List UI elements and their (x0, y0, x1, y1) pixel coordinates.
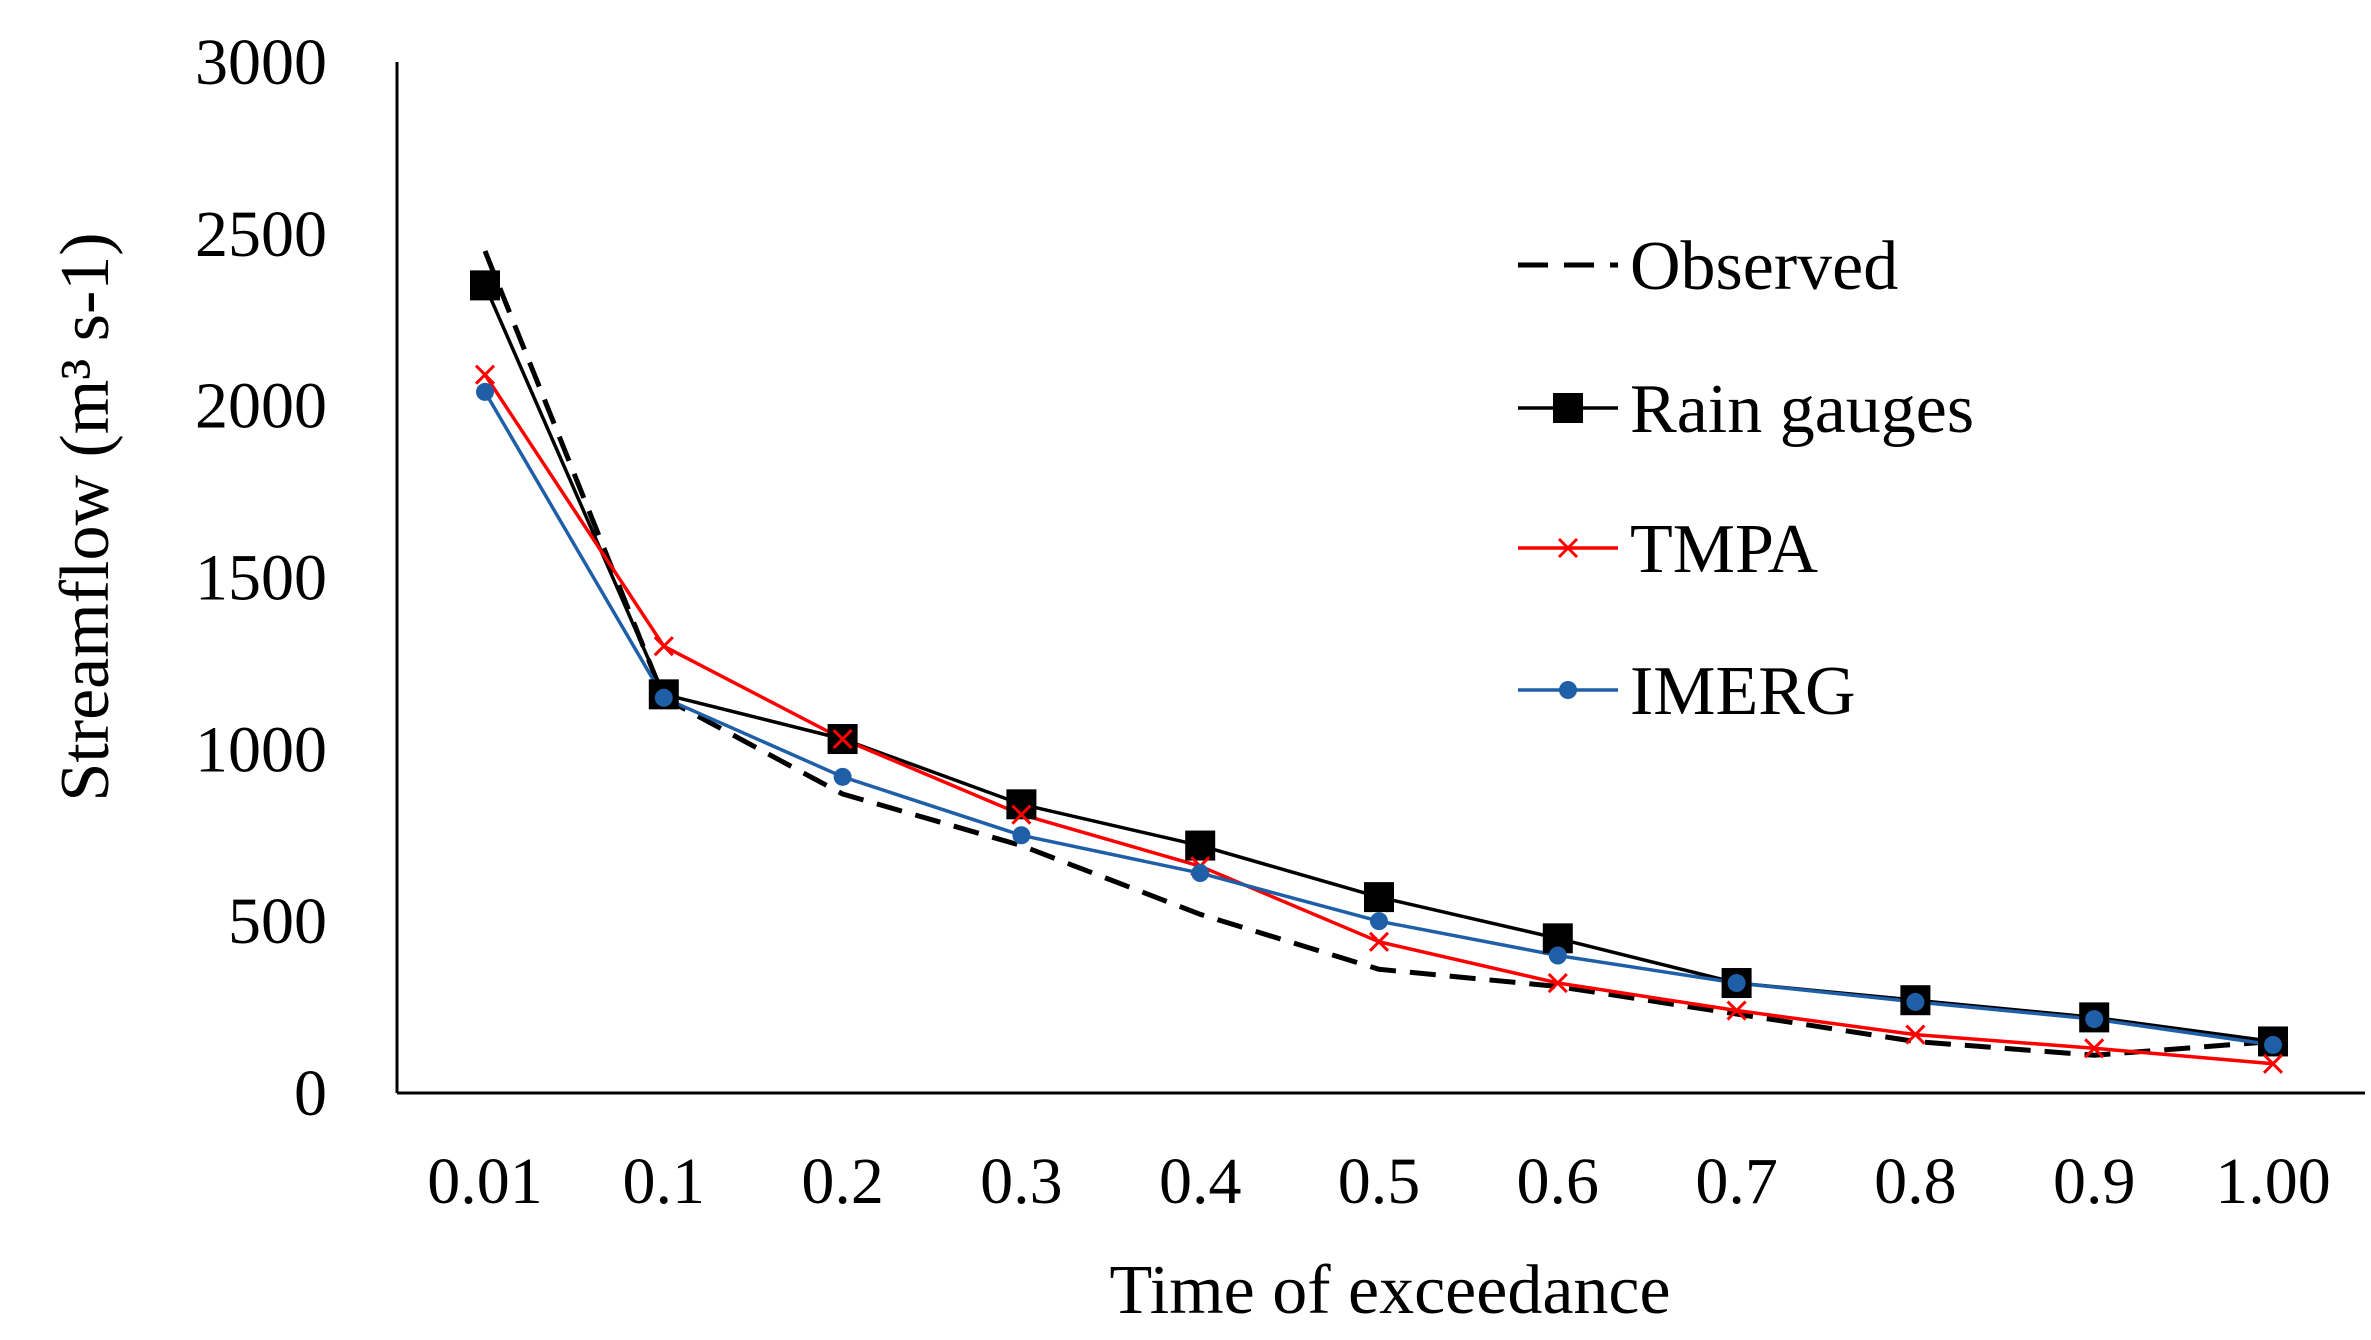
circle-marker (1370, 912, 1388, 931)
legend-label: IMERG (1630, 653, 1856, 730)
y-tick-label: 0 (294, 1057, 327, 1130)
y-tick-label: 500 (228, 885, 327, 958)
circle-marker (833, 767, 852, 786)
x-marker (1011, 804, 1032, 825)
legend-item-imerg: IMERG (1518, 653, 1856, 730)
circle-marker (2264, 1035, 2282, 1054)
y-tick-label: 1000 (195, 713, 327, 786)
y-tick-label: 2000 (195, 370, 327, 443)
x-marker (1547, 972, 1568, 994)
legend: Observed Rain gauges TMPA IMERG (1518, 228, 1974, 730)
x-tick-label: 0.8 (1874, 1145, 1957, 1218)
x-marker (2262, 1053, 2284, 1074)
legend-label: Observed (1630, 228, 1898, 305)
circle-marker (1727, 974, 1746, 993)
square-marker (1185, 830, 1216, 861)
x-tick-labels: 0.01 0.1 0.2 0.3 0.4 0.5 0.6 0.7 0.8 0.9 1.00 (427, 1145, 2331, 1218)
y-tick-label: 3000 (195, 26, 327, 99)
square-marker (1364, 882, 1394, 913)
x-axis-title: Time of exceedance (1109, 1252, 1670, 1329)
x-tick-label: 0.2 (801, 1145, 884, 1218)
series-line-tmpa (483, 373, 2274, 1066)
x-tick-label: 0.1 (623, 1145, 706, 1218)
x-tick-label: 0.01 (427, 1145, 543, 1218)
x-marker (1905, 1024, 1926, 1045)
x-tick-label: 0.6 (1517, 1145, 1600, 1218)
y-tick-labels: 0 500 1000 1500 2000 2500 3000 (195, 26, 327, 1130)
legend-item-rain-gauges: Rain gauges (1518, 371, 1974, 448)
x-marker (653, 636, 674, 657)
x-marker (474, 364, 496, 385)
x-tick-label: 0.5 (1338, 1145, 1421, 1218)
x-tick-label: 0.4 (1159, 1145, 1242, 1218)
legend-label: Rain gauges (1630, 371, 1974, 448)
x-marker (832, 728, 853, 750)
circle-marker (1548, 946, 1567, 965)
y-tick-label: 2500 (195, 198, 327, 271)
x-marker (2084, 1038, 2105, 1059)
y-tick-label: 1500 (195, 542, 327, 615)
series-markers (470, 270, 2288, 1074)
x-marker (1557, 537, 1579, 559)
circle-marker (1012, 826, 1031, 845)
legend-item-tmpa: TMPA (1518, 511, 1819, 588)
legend-item-observed: Observed (1518, 228, 1898, 305)
y-axis-title: Streamflow (m³ s-1) (47, 232, 124, 801)
circle-marker (1906, 992, 1925, 1011)
x-marker (1368, 931, 1390, 952)
x-tick-label: 0.7 (1695, 1145, 1778, 1218)
circle-marker (1559, 681, 1577, 699)
circle-marker (2085, 1010, 2104, 1029)
x-tick-label: 0.9 (2053, 1145, 2136, 1218)
x-marker (1726, 1000, 1747, 1021)
series-line-observed (482, 250, 2274, 1058)
axes (395, 62, 2365, 1095)
x-tick-label: 0.3 (980, 1145, 1063, 1218)
circle-marker (654, 688, 673, 707)
x-tick-label: 1.00 (2215, 1145, 2331, 1218)
circle-marker (1191, 864, 1210, 883)
square-marker (470, 270, 500, 301)
square-marker (1553, 393, 1583, 423)
circle-marker (476, 382, 494, 401)
legend-label: TMPA (1630, 511, 1819, 588)
